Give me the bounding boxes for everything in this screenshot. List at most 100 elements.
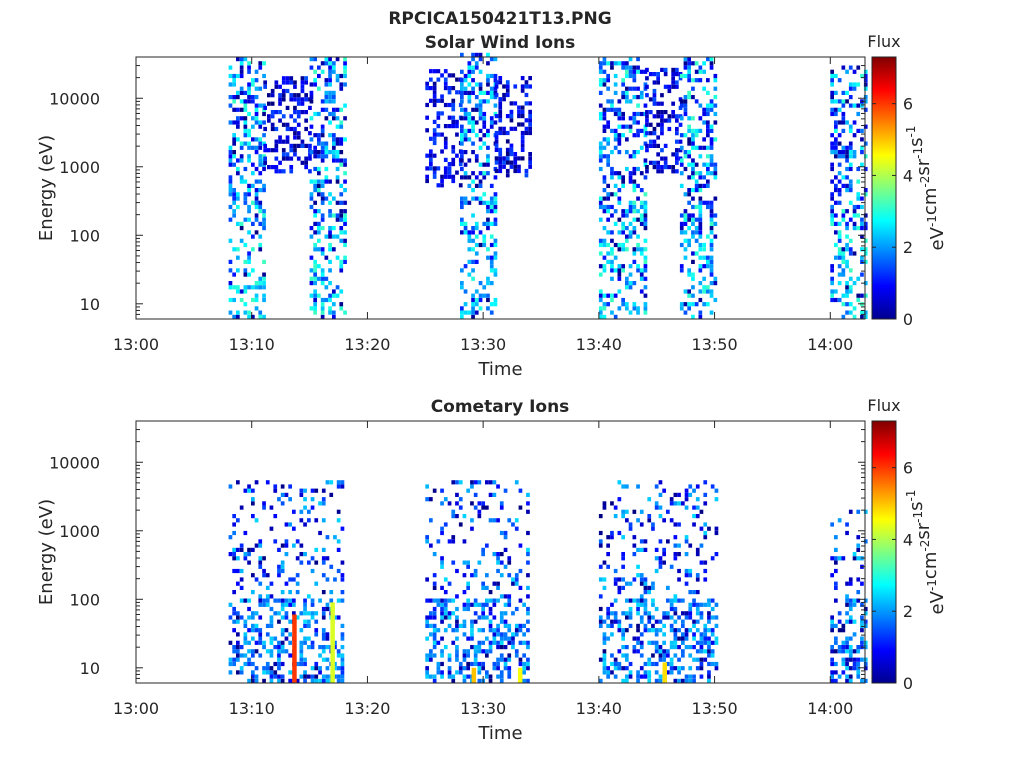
flux-cell [317,230,321,235]
flux-cell [830,179,834,184]
flux-cell [451,611,456,616]
flux-cell [328,82,332,87]
flux-cell [863,82,868,87]
flux-cell [239,615,244,620]
flux-cell [455,514,459,519]
flux-cell [486,133,490,138]
flux-cell [243,90,248,95]
flux-cell [662,623,666,628]
flux-cell [841,111,846,117]
flux-cell [432,69,437,74]
flux-cell [243,661,248,667]
flux-cell [613,107,618,112]
flux-cell [436,69,441,74]
flux-cell [254,628,259,633]
flux-cell [254,192,259,197]
flux-cell [485,636,489,641]
flux-cell [293,152,297,157]
flux-cell [332,213,336,218]
flux-cell [683,61,688,66]
flux-cell [432,136,437,141]
flux-cell [841,154,846,159]
flux-cell [714,526,719,531]
unit-exponent: -1 [925,215,939,227]
flux-cell [632,78,637,83]
flux-cell [511,577,515,582]
flux-cell [625,678,629,683]
flux-cell [610,653,614,658]
flux-cell [467,158,472,163]
flux-cell [522,678,526,683]
flux-cell [265,585,270,590]
flux-cell [613,314,618,319]
flux-cell [262,678,266,683]
flux-cell [692,505,696,510]
flux-cell [281,139,286,144]
flux-cell [687,78,691,83]
flux-cell [684,568,689,574]
flux-cell [288,653,292,658]
flux-cell [602,145,607,150]
flux-cell [636,670,640,675]
flux-cell [617,61,622,66]
flux-cell [258,285,263,290]
flux-cell [247,65,251,70]
flux-cell [636,606,640,612]
flux-cell [698,289,703,294]
flux-cell [658,653,663,658]
flux-cell [455,124,459,129]
flux-cell [602,107,607,112]
flux-cell [639,289,644,294]
flux-cell [526,530,530,536]
flux-cell [482,124,487,129]
flux-cell [636,264,640,269]
flux-cell [830,133,834,138]
flux-cell [707,674,711,679]
flux-cell [289,143,294,148]
flux-cell [274,169,279,174]
flux-cell [280,543,285,548]
flux-cell [617,133,622,138]
flux-cell [698,255,703,260]
flux-cell [702,242,706,248]
flux-cell [280,661,285,667]
flux-cell [687,57,691,62]
flux-cell [247,145,251,150]
flux-cell [845,242,849,248]
flux-cell [673,632,678,637]
flux-cell [239,547,244,552]
flux-cell [714,640,719,645]
flux-cell [243,619,248,624]
flux-cell [645,67,649,72]
flux-cell [710,653,715,658]
flux-cell [845,522,849,527]
flux-cell [313,310,317,315]
flux-cell [343,179,347,184]
flux-cell [336,568,341,574]
flux-cell [698,264,703,269]
flux-cell [285,122,290,127]
flux-cell [236,221,240,226]
flux-cell [471,171,475,176]
flux-cell [707,645,711,650]
flux-cell [236,73,240,79]
flux-cell [713,78,718,83]
flux-cell [628,623,633,628]
flux-cell [267,118,271,123]
flux-cell [852,204,857,210]
flux-cell [647,670,652,675]
flux-cell [709,310,714,315]
flux-cell [463,162,468,167]
flux-cell [703,602,708,607]
flux-cell [852,556,857,561]
flux-cell [628,598,633,603]
flux-cell [318,678,322,683]
flux-cell [710,640,715,645]
flux-cell [228,259,233,264]
unit-exponent: -1 [911,147,925,159]
flux-cell [848,251,853,256]
flux-cell [848,289,853,294]
flux-cell [232,314,236,319]
flux-cell [834,649,838,654]
flux-cell [684,615,689,620]
